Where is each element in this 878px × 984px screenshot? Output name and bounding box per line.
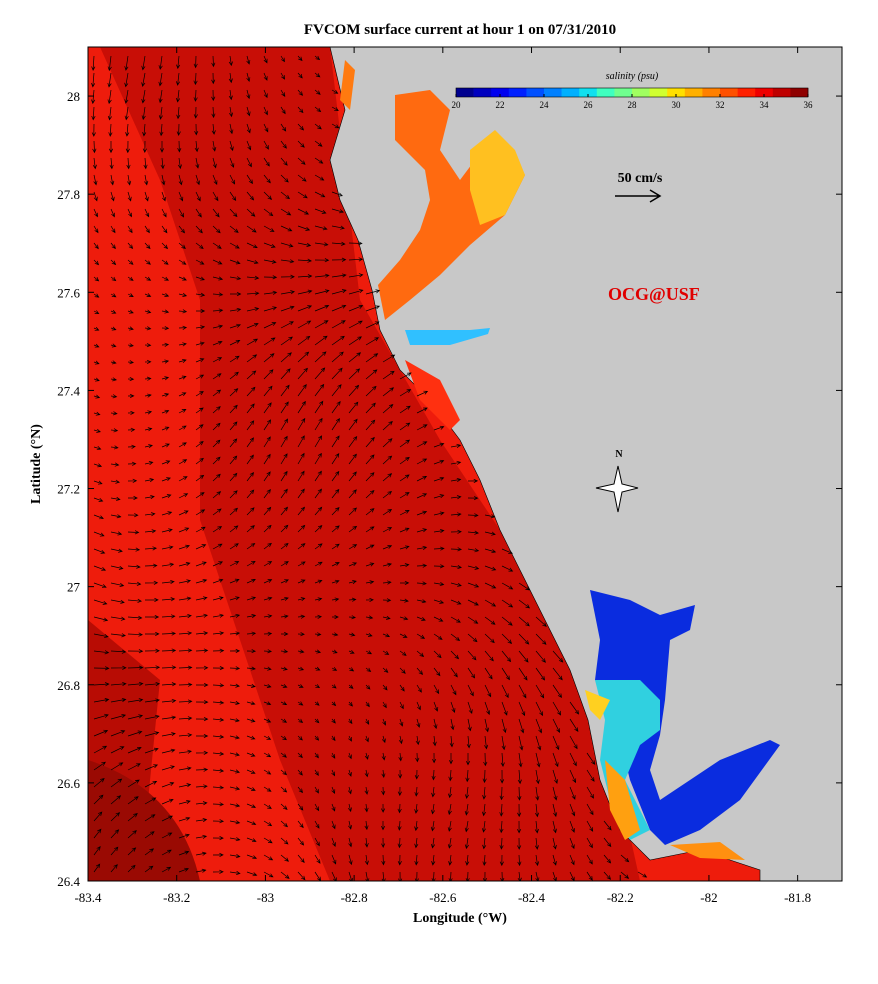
x-tick-label: -82.6 (429, 890, 457, 905)
map-area (88, 47, 842, 881)
colorbar-tick-label: 24 (540, 100, 550, 110)
estuary (470, 130, 525, 225)
colorbar-tick-label: 28 (628, 100, 638, 110)
chart-title: FVCOM surface current at hour 1 on 07/31… (304, 22, 616, 38)
y-tick-label: 27.4 (57, 383, 80, 398)
colorbar-tick-label: 22 (496, 100, 505, 110)
x-tick-label: -82.8 (341, 890, 368, 905)
colorbar-cell (596, 88, 615, 97)
estuary (590, 590, 780, 845)
compass-rose (595, 465, 639, 513)
colorbar-label: salinity (psu) (606, 71, 659, 82)
credit: OCG@USF (608, 284, 700, 304)
estuary (340, 60, 355, 110)
y-tick-label: 27 (67, 580, 81, 595)
colorbar-cell (649, 88, 668, 97)
sea-high-salinity (88, 760, 200, 881)
y-axis-label: Latitude (°N) (29, 424, 44, 504)
colorbar-cell (790, 88, 809, 97)
y-tick-label: 26.8 (57, 678, 80, 693)
estuary (585, 690, 610, 720)
colorbar-cell (614, 88, 633, 97)
y-tick-label: 28 (67, 89, 80, 104)
colorbar-tick-label: 34 (760, 100, 770, 110)
estuary (605, 760, 640, 840)
plot-frame (87, 46, 843, 882)
colorbar-cell (720, 88, 738, 97)
colorbar-tick-label: 20 (452, 100, 462, 110)
colorbar-cell (684, 88, 703, 97)
current-vectors (91, 55, 648, 881)
y-tick-label: 27.2 (57, 482, 80, 497)
colorbar-cell (702, 88, 721, 97)
x-tick-label: -82.2 (607, 890, 634, 905)
colorbar-cell (632, 88, 650, 97)
x-axis-label: Longitude (°W) (413, 911, 507, 926)
y-tick-label: 26.4 (57, 874, 80, 889)
estuary (670, 842, 745, 860)
north-label: N (615, 449, 623, 460)
colorbar-cell (667, 88, 686, 97)
x-tick-label: -81.8 (784, 890, 811, 905)
y-tick-label: 27.8 (57, 187, 80, 202)
y-tick-label: 27.6 (57, 285, 80, 300)
colorbar-cell (456, 88, 474, 97)
colorbar-cell (737, 88, 756, 97)
colorbar-tick-label: 32 (716, 100, 725, 110)
current-vector (91, 55, 648, 881)
colorbar-cell (491, 88, 510, 97)
colorbar-cell (561, 88, 580, 97)
x-tick-label: -83.2 (163, 890, 190, 905)
axes: -83.4 -83.2 -83 -82.8 -82.6 -82.4 -82.2 -82 -81.… (57, 47, 842, 905)
colorbar-cell (544, 88, 562, 97)
estuary (405, 328, 490, 345)
colorbar-cell (755, 88, 774, 97)
colorbar-cell (526, 88, 545, 97)
colorbar: salinity (psu) 20 22 24 26 28 30 32 34 36 (452, 71, 814, 110)
x-tick-label: -82 (700, 890, 717, 905)
colorbar-tick-label: 36 (804, 100, 814, 110)
x-tick-label: -83.4 (74, 890, 102, 905)
colorbar-cell (579, 88, 598, 97)
y-tick-label: 26.6 (57, 776, 80, 791)
x-tick-label: -83 (257, 890, 274, 905)
colorbar-tick-label: 26 (584, 100, 594, 110)
scale-label: 50 cm/s (618, 171, 663, 186)
estuary (405, 360, 460, 430)
colorbar-cell (473, 88, 492, 97)
x-tick-label: -82.4 (518, 890, 546, 905)
colorbar-cell (772, 88, 791, 97)
scale-arrow (615, 189, 662, 203)
colorbar-cell (508, 88, 527, 97)
colorbar-tick-label: 30 (672, 100, 682, 110)
